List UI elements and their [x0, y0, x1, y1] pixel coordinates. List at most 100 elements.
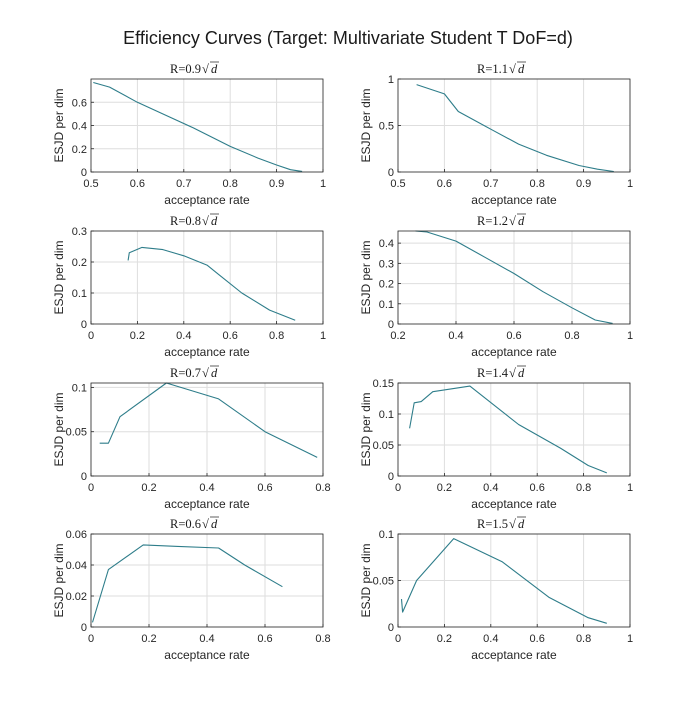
x-tick-label: 0.8 [576, 482, 591, 494]
x-tick-label: 0 [395, 633, 401, 645]
efficiency-curve [400, 538, 607, 624]
x-axis-label: acceptance rate [471, 345, 557, 359]
subplot-title-text: R=0.7 [170, 366, 201, 380]
x-tick-label: 0.2 [141, 633, 156, 645]
x-tick-label: 0.6 [437, 178, 452, 190]
y-tick-label: 0 [81, 167, 87, 179]
x-tick-label: 0.5 [390, 178, 405, 190]
y-tick-label: 0 [388, 622, 394, 634]
subplot-6: 0 0.2 0.4 0.6 0.8 1 0 0.05 0.1 0.15 acceptance rat… [359, 365, 633, 511]
y-axis-label: ESJD per dim [52, 392, 66, 466]
sqrt-argument: d [518, 366, 525, 380]
y-tick-label: 0.2 [379, 279, 394, 291]
x-tick-label: 0.8 [530, 178, 545, 190]
subplot-1: 0.5 0.6 0.7 0.8 0.9 1 0 0.2 0.4 0.6 acceptance rat… [52, 61, 326, 207]
y-tick-label: 0.2 [72, 257, 87, 269]
x-tick-label: 0.8 [223, 178, 238, 190]
y-tick-label: 0.1 [72, 382, 87, 394]
sqrt-symbol-icon: √ [202, 366, 209, 380]
x-tick-label: 0.4 [176, 330, 191, 342]
x-tick-label: 0.6 [130, 178, 145, 190]
subplot-title: R=0.7 √ d [170, 365, 219, 380]
sqrt-argument: d [518, 62, 525, 76]
y-tick-label: 0 [388, 319, 394, 331]
subplot-title: R=1.4 √ d [477, 365, 526, 380]
y-axis-label: ESJD per dim [52, 240, 66, 314]
x-tick-label: 0.6 [506, 330, 521, 342]
x-axis-label: acceptance rate [471, 497, 557, 511]
y-tick-label: 0.6 [72, 97, 87, 109]
sqrt-symbol-icon: √ [509, 366, 516, 380]
efficiency-curve [93, 81, 303, 172]
x-tick-label: 0 [88, 482, 94, 494]
subplot-3: 0 0.2 0.4 0.6 0.8 1 0 0.1 0.2 0.3 acceptance rate E… [52, 213, 326, 359]
y-tick-label: 0.2 [72, 144, 87, 156]
x-tick-label: 0.5 [83, 178, 98, 190]
y-axis-label: ESJD per dim [52, 88, 66, 162]
subplot-5: 0 0.2 0.4 0.6 0.8 0 0.05 0.1 acceptance rate ESJD… [52, 365, 331, 511]
efficiency-curve [416, 84, 614, 173]
y-tick-label: 0.1 [379, 409, 394, 421]
subplot-title: R=1.1 √ d [477, 61, 526, 76]
subplot-7: 0 0.2 0.4 0.6 0.8 0 0.02 0.04 0.06 acceptance rat… [52, 516, 331, 662]
sqrt-symbol-icon: √ [509, 517, 516, 531]
sqrt-argument: d [518, 214, 525, 228]
x-tick-label: 0.2 [141, 482, 156, 494]
subplot-title-text: R=1.5 [477, 517, 508, 531]
subplot-title: R=0.6 √ d [170, 516, 219, 531]
x-tick-label: 0.7 [176, 178, 191, 190]
x-tick-label: 0.2 [130, 330, 145, 342]
y-axis-label: ESJD per dim [359, 240, 373, 314]
x-tick-label: 0.8 [576, 633, 591, 645]
x-axis-label: acceptance rate [164, 648, 250, 662]
sqrt-symbol-icon: √ [509, 62, 516, 76]
subplot-title-text: R=1.1 [477, 62, 508, 76]
x-axis-label: acceptance rate [164, 193, 250, 207]
y-tick-label: 0.1 [379, 299, 394, 311]
x-tick-label: 0.8 [564, 330, 579, 342]
sqrt-symbol-icon: √ [202, 62, 209, 76]
x-axis-label: acceptance rate [471, 648, 557, 662]
x-tick-label: 1 [627, 633, 633, 645]
x-tick-label: 0.9 [269, 178, 284, 190]
x-tick-label: 0.7 [483, 178, 498, 190]
efficiency-curve [91, 544, 283, 623]
y-tick-label: 0 [388, 167, 394, 179]
y-axis-label: ESJD per dim [52, 543, 66, 617]
subplot-title-text: R=1.4 [477, 366, 509, 380]
y-tick-label: 0.1 [379, 529, 394, 541]
y-tick-label: 0.06 [66, 529, 87, 541]
x-axis-label: acceptance rate [164, 345, 250, 359]
x-tick-label: 0.8 [315, 482, 330, 494]
efficiency-curve [409, 385, 608, 474]
subplot-title-text: R=0.9 [170, 62, 201, 76]
axes-frame [90, 230, 324, 325]
x-tick-label: 0.9 [576, 178, 591, 190]
x-tick-label: 0.6 [257, 482, 272, 494]
y-axis-label: ESJD per dim [359, 543, 373, 617]
x-tick-label: 0.4 [199, 482, 214, 494]
x-tick-label: 0 [88, 633, 94, 645]
subplot-title: R=1.5 √ d [477, 516, 526, 531]
x-tick-label: 0.4 [483, 482, 498, 494]
y-tick-label: 1 [388, 74, 394, 86]
y-tick-label: 0.3 [72, 226, 87, 238]
x-tick-label: 0.4 [448, 330, 463, 342]
subplot-title: R=0.8 √ d [170, 213, 219, 228]
y-tick-label: 0.4 [379, 238, 394, 250]
x-tick-label: 0.6 [530, 482, 545, 494]
figure-title: Efficiency Curves (Target: Multivariate … [123, 28, 573, 48]
y-tick-label: 0.04 [66, 560, 87, 572]
x-tick-label: 1 [627, 330, 633, 342]
y-tick-label: 0.4 [72, 121, 87, 133]
y-tick-label: 0.02 [66, 591, 87, 603]
sqrt-argument: d [518, 517, 525, 531]
x-tick-label: 0.2 [437, 482, 452, 494]
x-tick-label: 0.4 [199, 633, 214, 645]
y-axis-label: ESJD per dim [359, 392, 373, 466]
x-tick-label: 0.2 [437, 633, 452, 645]
x-tick-label: 0.6 [257, 633, 272, 645]
y-axis-label: ESJD per dim [359, 88, 373, 162]
y-tick-label: 0 [81, 319, 87, 331]
x-tick-label: 0.6 [530, 633, 545, 645]
